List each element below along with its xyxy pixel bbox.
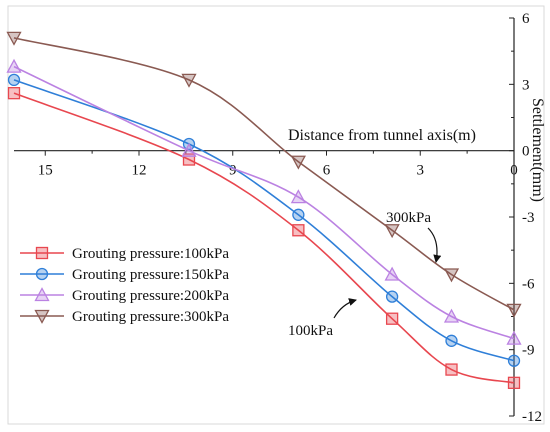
- data-point: [181, 142, 197, 157]
- y-tick-label: -12: [522, 409, 542, 425]
- x-axis-title: Distance from tunnel axis(m): [288, 127, 476, 144]
- outer-border: [7, 5, 545, 425]
- y-tick-label: -9: [522, 343, 535, 359]
- y-tick-label: -3: [522, 210, 535, 226]
- data-point: [6, 58, 22, 73]
- legend-label: Grouting pressure:300kPa: [72, 309, 229, 325]
- data-point: [290, 155, 306, 170]
- x-tick-label: 6: [323, 163, 331, 179]
- y-tick-label: 0: [522, 144, 530, 160]
- legend-marker: [34, 309, 50, 324]
- legend-label: Grouting pressure:100kPa: [72, 246, 229, 262]
- x-tick-label: 0: [510, 163, 518, 179]
- data-point: [182, 153, 196, 166]
- legend-marker: [34, 287, 50, 302]
- legend-item: Grouting pressure:200kPa: [20, 287, 229, 304]
- data-point: [181, 73, 197, 88]
- annotation-arrow: [333, 298, 357, 319]
- data-point: [506, 330, 522, 345]
- series-line: [13, 79, 515, 362]
- data-point: [7, 73, 21, 87]
- annotation-300kpa: 300kPa: [386, 210, 431, 226]
- series-line: [13, 65, 515, 340]
- data-point: [384, 266, 400, 281]
- data-point: [445, 334, 458, 347]
- legend-marker: [35, 246, 49, 260]
- legend-item: Grouting pressure:100kPa: [20, 246, 229, 262]
- data-point: [290, 189, 306, 204]
- legend: Grouting pressure:100kPa Grouting pressur…: [20, 246, 229, 325]
- data-point: [443, 308, 460, 323]
- data-point: [385, 290, 399, 303]
- series-3: [6, 58, 522, 345]
- series-line: [13, 92, 515, 384]
- legend-item: Grouting pressure:300kPa: [20, 309, 229, 325]
- data-point: [292, 224, 305, 237]
- chart-frame: [7, 5, 545, 425]
- series-group: [6, 31, 522, 389]
- legend-label: Grouting pressure:150kPa: [72, 267, 229, 283]
- annotation-100kpa: 100kPa: [288, 323, 333, 339]
- series-4: [6, 31, 522, 318]
- y-tick-label: 6: [522, 11, 530, 27]
- data-point: [385, 312, 399, 325]
- axes: 15 12 9 6 3 0 6 3 0 -3 -6 -9 -12: [14, 11, 542, 425]
- data-point: [506, 303, 522, 318]
- y-axis-title: Settlement(mm): [529, 98, 546, 202]
- legend-item: Grouting pressure:150kPa: [20, 267, 229, 283]
- data-point: [507, 376, 521, 389]
- data-point: [445, 363, 458, 376]
- legend-label: Grouting pressure:200kPa: [72, 288, 229, 304]
- x-tick-label: 9: [229, 163, 237, 179]
- series-line: [13, 37, 515, 311]
- data-point: [443, 268, 460, 283]
- x-tick-label: 15: [38, 163, 53, 179]
- y-tick-label: 3: [522, 77, 530, 93]
- annotations: 300kPa 100kPa: [288, 210, 442, 339]
- annotation-arrow: [427, 227, 442, 263]
- data-point: [384, 224, 400, 239]
- data-point: [507, 354, 521, 367]
- y-tick-label: -6: [522, 276, 535, 292]
- data-point: [6, 31, 22, 46]
- series-1: [7, 87, 521, 389]
- x-tick-label: 12: [132, 163, 147, 179]
- data-point: [7, 87, 21, 100]
- x-tick-label: 3: [417, 163, 425, 179]
- data-point: [292, 208, 305, 221]
- legend-marker: [35, 267, 49, 281]
